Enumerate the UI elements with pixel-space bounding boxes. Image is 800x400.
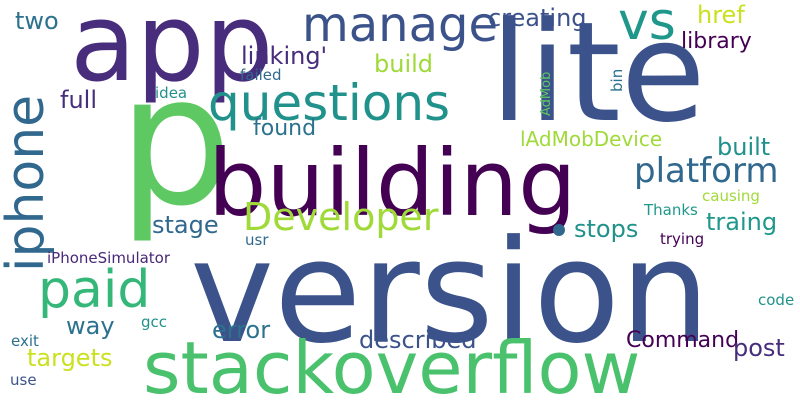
word-version: version [190, 210, 711, 375]
word-stackoverflow: stackoverflow [143, 326, 641, 400]
word-bin: bin [608, 68, 626, 92]
word-code: code [758, 291, 795, 309]
word-manage: manage [302, 0, 499, 53]
word-creating: creating [488, 4, 587, 32]
word-p: p [118, 37, 233, 246]
word-library: library [681, 29, 752, 54]
word-error: error [212, 316, 271, 344]
word-admob: AdMob [539, 71, 554, 116]
word-found: found [253, 116, 317, 141]
word-traing: traing [706, 208, 778, 236]
word-gcc: gcc [141, 313, 168, 331]
word-idea: idea [155, 84, 188, 102]
word-usr: usr [245, 231, 269, 249]
word-way: way [66, 312, 115, 340]
word-causing: causing [702, 187, 760, 205]
word-thanks: Thanks [644, 201, 698, 219]
word-post: post [733, 334, 785, 362]
word-trying: trying [660, 230, 705, 248]
word-described: described [359, 326, 477, 354]
word-lite: lite [490, 0, 706, 153]
dot [553, 224, 565, 236]
word-developer: Developer [243, 195, 439, 239]
word-linking: linking' [241, 42, 328, 70]
word-ladmobdevice: lAdMobDevice [520, 127, 663, 151]
word-failed: failed [240, 66, 282, 84]
word-full: full [60, 86, 97, 114]
word-exit: exit [11, 332, 39, 350]
word-app: app [70, 0, 274, 106]
word-stops: stops [574, 215, 639, 243]
word-build: build [374, 50, 434, 78]
word-use: use [10, 371, 37, 389]
word-two: two [15, 7, 59, 35]
word-paid: paid [38, 260, 151, 320]
word-built: built [717, 133, 771, 161]
word-questions: questions [208, 74, 451, 132]
word-iphone: iphone [0, 94, 56, 272]
word-vs: vs [618, 0, 676, 52]
word-iphonesimulator: iPhoneSimulator [47, 249, 171, 267]
word-platform: platform [634, 151, 779, 191]
word-stage: stage [152, 211, 219, 239]
word-building: building [208, 130, 577, 237]
word-href: href [697, 1, 745, 29]
word-command: Command [626, 328, 740, 353]
word-targets: targets [27, 344, 113, 372]
